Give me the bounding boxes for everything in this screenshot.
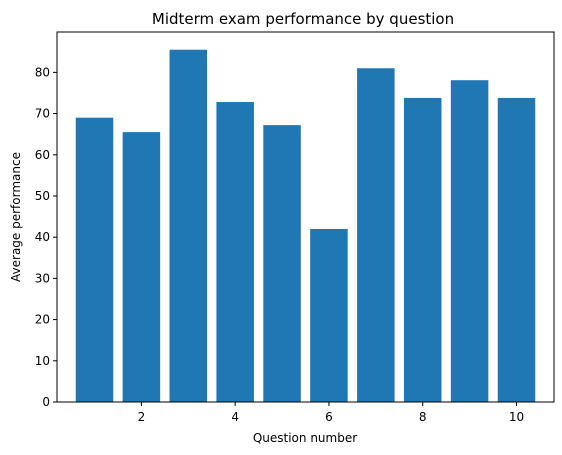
y-tick-label: 30 xyxy=(35,271,50,285)
bar-q4 xyxy=(216,102,254,402)
bar-q3 xyxy=(169,49,208,402)
y-tick-label: 70 xyxy=(35,107,50,121)
bar-q2 xyxy=(122,132,161,402)
y-axis-label: Average performance xyxy=(9,152,23,282)
y-axis-ticks: 0 10 20 30 40 50 60 70 80 xyxy=(35,65,57,409)
y-tick-label: 80 xyxy=(35,65,50,79)
bar-q1 xyxy=(75,117,114,402)
bar-q6 xyxy=(310,228,348,402)
x-tick-label: 8 xyxy=(419,410,427,424)
bar-q9 xyxy=(450,80,489,403)
chart-title: Midterm exam performance by question xyxy=(152,10,454,28)
x-tick-label: 4 xyxy=(231,410,239,424)
bar-q10 xyxy=(497,97,536,403)
bar-q5 xyxy=(263,125,301,403)
x-axis-label: Question number xyxy=(253,431,357,445)
y-tick-label: 0 xyxy=(42,395,50,409)
x-axis-ticks: 2 4 6 8 10 xyxy=(138,402,524,424)
bar-q8 xyxy=(403,97,442,403)
x-tick-label: 6 xyxy=(325,410,333,424)
x-tick-label: 2 xyxy=(138,410,146,424)
plot-frame xyxy=(56,31,555,403)
y-tick-label: 20 xyxy=(35,313,50,327)
y-tick-label: 40 xyxy=(35,230,50,244)
y-tick-label: 50 xyxy=(35,189,50,203)
y-tick-label: 10 xyxy=(35,354,50,368)
x-tick-label: 10 xyxy=(509,410,524,424)
bars xyxy=(75,49,536,403)
y-tick-label: 60 xyxy=(35,148,50,162)
bar-q7 xyxy=(357,68,395,402)
